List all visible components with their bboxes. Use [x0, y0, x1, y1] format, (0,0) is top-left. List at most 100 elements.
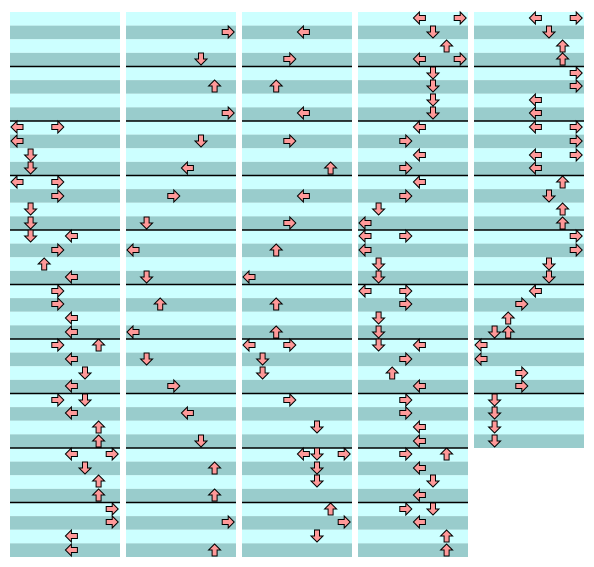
arrow-note	[207, 488, 222, 502]
arrow-note	[323, 161, 338, 175]
stripe	[10, 420, 120, 435]
arrow-note	[487, 434, 502, 448]
stripe	[358, 420, 468, 435]
stripe	[358, 284, 468, 299]
stripe	[358, 529, 468, 544]
stripe	[126, 52, 236, 67]
arrow-note	[371, 257, 386, 271]
arrow-note	[105, 446, 119, 462]
stripe	[126, 107, 236, 121]
stripe	[10, 175, 120, 190]
stripe	[10, 284, 120, 299]
arrow-note	[528, 119, 542, 135]
stripe	[358, 298, 468, 312]
arrow-note	[412, 174, 426, 190]
stripe	[126, 39, 236, 53]
stripe	[10, 298, 120, 312]
stripe	[358, 475, 468, 489]
stripe	[358, 12, 468, 26]
arrow-note	[91, 338, 106, 352]
arrow-note	[180, 405, 194, 421]
arrow-note	[474, 337, 488, 353]
stripe	[242, 25, 352, 40]
stripe	[242, 230, 352, 244]
stripe	[10, 461, 120, 476]
arrow-note	[207, 79, 222, 93]
chart-column	[10, 12, 120, 557]
stripe	[10, 448, 120, 462]
stripe	[126, 407, 236, 421]
stripe	[10, 434, 120, 448]
arrow-note	[309, 420, 325, 434]
arrow-note	[77, 393, 93, 407]
arrow-note	[309, 447, 325, 461]
arrow-note	[399, 188, 413, 204]
stripe	[358, 189, 468, 203]
stripe	[242, 270, 352, 285]
arrow-note	[412, 419, 426, 435]
stripe	[358, 502, 468, 517]
stripe	[10, 488, 120, 503]
stripe	[126, 448, 236, 462]
arrow-note	[64, 310, 78, 326]
arrow-note	[358, 215, 372, 231]
arrow-note	[242, 337, 256, 353]
arrow-note	[399, 405, 413, 421]
stripe	[126, 189, 236, 203]
stripe	[474, 230, 584, 244]
stripe	[474, 407, 584, 421]
stripe	[10, 516, 120, 530]
arrow-note	[91, 434, 106, 448]
stripe	[474, 339, 584, 353]
stripe	[242, 488, 352, 503]
arrow-note	[23, 202, 38, 216]
arrow-note	[555, 52, 570, 66]
arrow-note	[487, 393, 502, 407]
stripe	[474, 202, 584, 217]
arrow-note	[221, 514, 235, 530]
arrow-note	[412, 460, 426, 476]
arrow-note	[528, 160, 542, 176]
stripe	[242, 216, 352, 230]
arrow-note	[268, 325, 284, 339]
stripe	[126, 270, 236, 285]
stripe	[242, 516, 352, 530]
arrow-note	[358, 283, 372, 299]
arrow-note	[425, 474, 441, 488]
arrow-note	[91, 488, 106, 502]
stripe	[242, 284, 352, 299]
stripe	[242, 80, 352, 94]
stripe	[126, 25, 236, 40]
note-column	[242, 24, 351, 543]
arrow-note	[91, 474, 106, 488]
arrow-note	[399, 501, 413, 517]
stripe	[242, 543, 352, 557]
note-column	[474, 10, 583, 448]
arrow-note	[10, 119, 24, 135]
stripe	[10, 407, 120, 421]
stripe	[474, 134, 584, 149]
stripe	[242, 107, 352, 121]
arrow-note	[337, 514, 351, 530]
arrow-note	[515, 365, 529, 381]
stripe	[10, 502, 120, 517]
arrow-note	[268, 79, 284, 93]
stripe	[126, 420, 236, 435]
stripe	[358, 175, 468, 190]
stripe	[126, 284, 236, 299]
arrow-note	[77, 366, 93, 380]
arrow-note	[412, 10, 426, 26]
stripe	[358, 379, 468, 394]
arrow-note	[296, 24, 310, 40]
arrow-note	[180, 160, 194, 176]
arrow-note	[541, 25, 557, 39]
stripe	[242, 434, 352, 448]
arrow-note	[569, 10, 583, 26]
stripe	[474, 311, 584, 326]
arrow-note	[193, 434, 209, 448]
arrow-note	[412, 51, 426, 67]
arrow-note	[283, 337, 297, 353]
arrow-note	[515, 296, 529, 312]
stripe	[242, 366, 352, 380]
stripe	[474, 298, 584, 312]
